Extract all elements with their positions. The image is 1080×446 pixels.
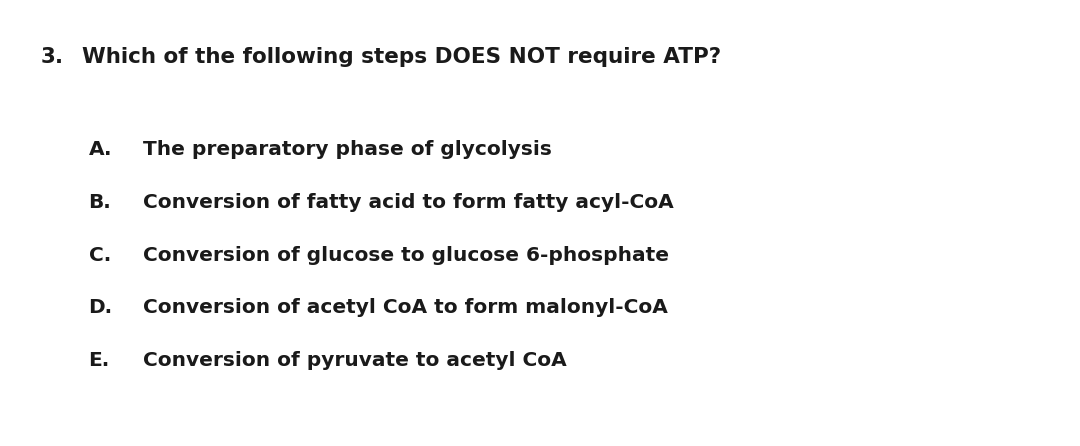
Text: Conversion of pyruvate to acetyl CoA: Conversion of pyruvate to acetyl CoA (143, 351, 566, 370)
Text: Conversion of fatty acid to form fatty acyl-CoA: Conversion of fatty acid to form fatty a… (143, 193, 673, 212)
Text: Conversion of acetyl CoA to form malonyl-CoA: Conversion of acetyl CoA to form malonyl… (143, 298, 667, 318)
Text: The preparatory phase of glycolysis: The preparatory phase of glycolysis (143, 140, 552, 160)
Text: 3.: 3. (41, 47, 64, 67)
Text: A.: A. (89, 140, 112, 160)
Text: Conversion of glucose to glucose 6-phosphate: Conversion of glucose to glucose 6-phosp… (143, 246, 669, 265)
Text: B.: B. (89, 193, 111, 212)
Text: D.: D. (89, 298, 112, 318)
Text: Which of the following steps DOES NOT require ATP?: Which of the following steps DOES NOT re… (82, 47, 721, 67)
Text: C.: C. (89, 246, 111, 265)
Text: E.: E. (89, 351, 110, 370)
